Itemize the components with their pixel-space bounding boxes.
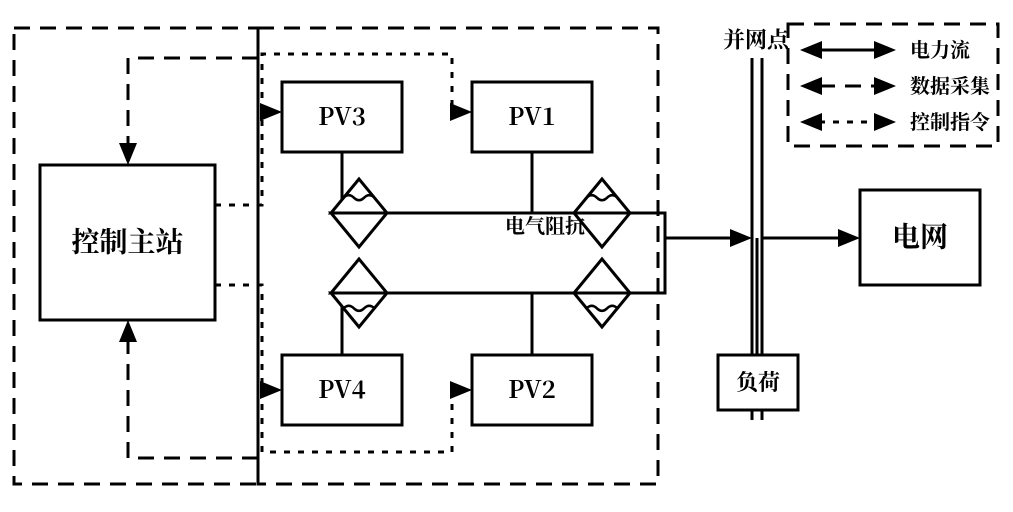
svg-text:负荷: 负荷 — [736, 366, 780, 397]
svg-text:电力流: 电力流 — [910, 34, 971, 63]
svg-text:PV4: PV4 — [318, 370, 366, 405]
svg-text:PV3: PV3 — [318, 97, 366, 132]
svg-text:数据采集: 数据采集 — [910, 70, 990, 99]
svg-text:PV1: PV1 — [508, 97, 556, 132]
svg-text:并网点: 并网点 — [723, 24, 791, 55]
svg-text:控制主站: 控制主站 — [71, 221, 183, 261]
svg-text:电网: 电网 — [892, 216, 948, 256]
svg-text:控制指令: 控制指令 — [910, 106, 990, 135]
svg-text:PV2: PV2 — [508, 370, 556, 405]
svg-text:电气阻抗: 电气阻抗 — [505, 210, 585, 239]
